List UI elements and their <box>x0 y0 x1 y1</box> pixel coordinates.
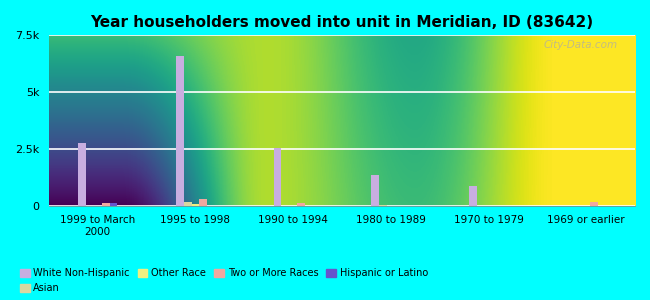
Title: Year householders moved into unit in Meridian, ID (83642): Year householders moved into unit in Mer… <box>90 15 593 30</box>
Bar <box>469 186 476 206</box>
Bar <box>101 203 110 206</box>
Bar <box>590 202 598 206</box>
Bar <box>379 205 387 206</box>
Bar <box>371 175 379 206</box>
Text: City-Data.com: City-Data.com <box>543 40 618 50</box>
Bar <box>184 202 192 206</box>
Bar <box>192 204 200 206</box>
Bar <box>176 56 184 206</box>
Legend: White Non-Hispanic, Asian, Other Race, Two or More Races, Hispanic or Latino: White Non-Hispanic, Asian, Other Race, T… <box>18 266 430 295</box>
Bar <box>297 203 305 206</box>
Bar <box>200 199 207 206</box>
Bar <box>78 143 86 206</box>
Bar <box>274 148 281 206</box>
Bar <box>110 203 118 206</box>
